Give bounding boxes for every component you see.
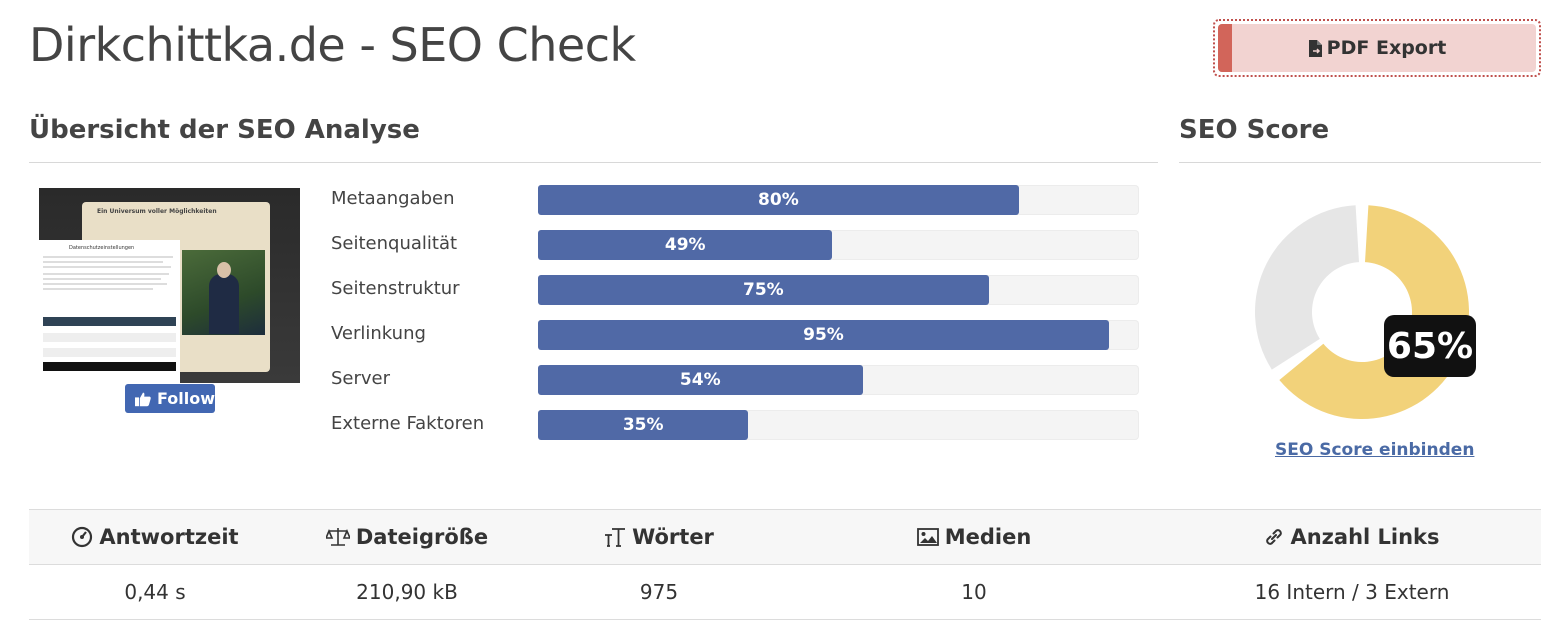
score-bar-track: 75%	[538, 275, 1139, 305]
score-bar-row: Seitenstruktur 75%	[331, 275, 1151, 305]
stat-dateigroesse-value: 210,90 kB	[356, 580, 458, 604]
text-height-icon	[605, 528, 626, 547]
score-bar-fill: 80%	[538, 185, 1019, 215]
score-divider	[1179, 162, 1541, 163]
overview-heading: Übersicht der SEO Analyse	[29, 115, 420, 145]
score-bar-row: Verlinkung 95%	[331, 320, 1151, 350]
score-bar-value: 35%	[622, 415, 664, 435]
score-bar-row: Server 54%	[331, 365, 1151, 395]
score-bar-label: Seitenstruktur	[331, 278, 460, 299]
page-title: Dirkchittka.de - SEO Check	[29, 18, 636, 72]
thumbnail-modal-title: Ein Universum voller Möglichkeiten	[97, 208, 217, 215]
score-bar-label: Seitenqualität	[331, 233, 458, 254]
score-bar-value: 95%	[803, 325, 844, 345]
seo-score-donut	[1255, 205, 1469, 419]
score-bar-track: 35%	[538, 410, 1139, 440]
gauge-icon	[72, 526, 93, 548]
score-bar-value: 75%	[743, 280, 784, 300]
score-bar-value: 54%	[679, 370, 721, 390]
score-bar-label: Metaangaben	[331, 188, 455, 209]
score-bar-track: 80%	[538, 185, 1139, 215]
score-bar-track: 95%	[538, 320, 1139, 350]
pdf-export-button[interactable]: PDF Export	[1213, 19, 1541, 77]
stats-header-dateigroesse: Dateigröße	[281, 510, 533, 564]
stat-antwortzeit-value: 0,44 s	[124, 580, 186, 604]
score-bar-fill: 75%	[538, 275, 989, 305]
stats-value-row: 0,44 s 210,90 kB 975 10 16 Intern / 3 Ex…	[29, 565, 1541, 620]
follow-label: Follow	[156, 389, 215, 408]
file-export-icon	[1308, 39, 1322, 57]
link-icon	[1266, 529, 1283, 545]
score-bar-label: Externe Faktoren	[331, 413, 485, 434]
stats-header-links: Anzahl Links	[1163, 510, 1541, 564]
facebook-follow-button[interactable]: Follow	[125, 384, 215, 413]
score-bar-fill: 54%	[538, 365, 863, 395]
stat-woerter-value: 975	[639, 580, 679, 604]
pdf-export-label: PDF Export	[1326, 37, 1447, 59]
stat-links-value: 16 Intern / 3 Extern	[1254, 580, 1450, 604]
score-bar-row: Seitenqualität 49%	[331, 230, 1151, 260]
donut-rest-segment	[1255, 205, 1360, 370]
score-bar-fill: 35%	[538, 410, 749, 440]
stat-medien-value: 10	[961, 580, 987, 604]
thumbnail-dialog-title: Datenschutzeinstellungen	[69, 245, 135, 251]
image-icon	[916, 528, 939, 546]
score-bar-value: 49%	[664, 235, 706, 255]
thumbs-up-icon	[135, 392, 151, 406]
overview-divider	[29, 162, 1158, 163]
score-bar-track: 49%	[538, 230, 1139, 260]
scale-icon	[325, 528, 350, 546]
stats-header-woerter: Wörter	[533, 510, 785, 564]
stats-table: Antwortzeit Dateigröße Wörter Medien Anz…	[29, 509, 1541, 620]
score-bar-label: Server	[331, 368, 391, 389]
score-bar-row: Externe Faktoren 35%	[331, 410, 1151, 440]
seo-score-value: 65%	[1384, 315, 1476, 377]
score-bar-fill: 49%	[538, 230, 833, 260]
score-bar-fill: 95%	[538, 320, 1109, 350]
score-heading: SEO Score	[1179, 115, 1330, 145]
stats-header-antwortzeit: Antwortzeit	[29, 510, 281, 564]
seo-score-embed-link[interactable]: SEO Score einbinden	[1275, 440, 1475, 460]
stats-header-medien: Medien	[785, 510, 1163, 564]
score-bar-row: Metaangaben 80%	[331, 185, 1151, 215]
website-thumbnail: Ein Universum voller Möglichkeiten Daten…	[39, 188, 300, 383]
score-bar-track: 54%	[538, 365, 1139, 395]
score-bar-value: 80%	[758, 190, 799, 210]
stats-header-row: Antwortzeit Dateigröße Wörter Medien Anz…	[29, 509, 1541, 565]
score-bar-label: Verlinkung	[331, 323, 426, 344]
